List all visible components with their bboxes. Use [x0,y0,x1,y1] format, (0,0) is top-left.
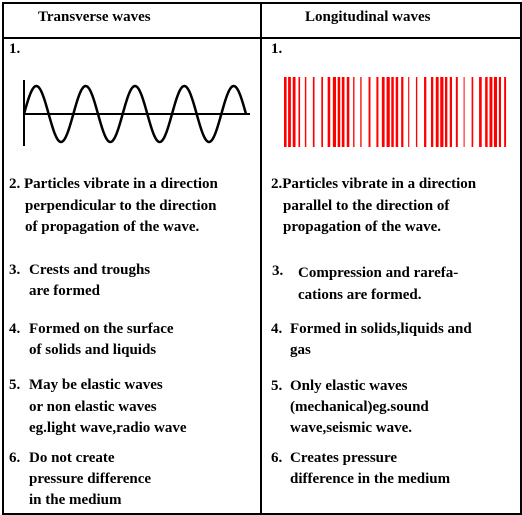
compression-bar [435,77,439,147]
transverse-point-2-line-3: of propagation of the wave. [25,219,200,235]
compression-bar [386,77,390,147]
transverse-point-5-number: 5. [9,377,21,393]
compression-bar [391,77,394,147]
compression-bar [284,77,287,147]
compression-bar [479,77,482,147]
transverse-point-3-number: 3. [9,262,21,278]
transverse-point-5-line-1: May be elastic waves [29,377,163,393]
transverse-point-4-number: 4. [9,321,21,337]
transverse-point-4-line-2: of solids and liquids [29,342,157,358]
compression-bar [401,77,404,147]
compression-bar [346,77,350,147]
compression-bar [288,77,291,147]
transverse-point-4-line-1: Formed on the surface [29,321,174,337]
longitudinal-point-6-line-1: Creates pressure [290,450,398,466]
compression-bar [424,77,427,147]
compression-bar [485,77,488,147]
longitudinal-wave-diagram [284,77,507,147]
compression-bar [376,77,379,147]
header-longitudinal: Longitudinal waves [305,9,431,25]
compression-bar [415,77,418,147]
transverse-point-2-line-2: perpendicular to the direction [25,198,217,214]
compression-bar [489,77,493,147]
transverse-point-3-line-2: are formed [29,283,100,299]
transverse-point-3-line-1: Crests and troughs [29,262,151,278]
transverse-point-6-line-1: Do not create [29,450,115,466]
compression-bar [337,77,341,147]
compression-bar [368,77,371,147]
transverse-point-6-line-3: in the medium [29,492,122,508]
compression-bar [332,77,337,147]
sine-wave [22,84,248,144]
longitudinal-point-3-line-2: cations are formed. [298,287,422,303]
compression-bar [298,77,301,147]
longitudinal-point-5-line-2: (mechanical)eg.sound [290,399,429,415]
compression-bar [292,77,296,147]
longitudinal-point-6-number: 6. [271,450,283,466]
header-transverse: Transverse waves [38,9,151,25]
compression-bar [449,77,452,147]
transverse-point-1-number: 1. [9,41,21,57]
transverse-point-6-line-2: pressure difference [29,471,152,487]
longitudinal-point-5-line-3: wave,seismic wave. [290,420,413,436]
longitudinal-point-5-number: 5. [271,378,283,394]
compression-bar [463,77,465,147]
transverse-point-6-number: 6. [9,450,21,466]
compression-bar [408,77,410,147]
longitudinal-point-4-number: 4. [271,321,283,337]
longitudinal-point-6-line-2: difference in the medium [290,471,451,487]
longitudinal-point-4-line-1: Formed in solids,liquids and [290,321,472,337]
compression-bar [312,77,315,147]
longitudinal-point-3-number: 3. [272,263,284,279]
column-divider [260,4,262,513]
compression-bar [430,77,434,147]
compression-bar [493,77,497,147]
longitudinal-point-3-line-1: Compression and rarefa- [298,265,459,281]
longitudinal-point-2-line-1: 2.Particles vibrate in a direction [271,176,477,192]
transverse-point-5-line-2: or non elastic waves [29,399,157,415]
transverse-wave-diagram [22,80,250,146]
compression-bar [395,77,399,147]
longitudinal-point-2-line-2: parallel to the direction of [283,198,450,214]
compression-bar [498,77,502,147]
transverse-point-5-line-3: eg.light wave,radio wave [29,420,187,436]
compression-bar [504,77,507,147]
compression-bar [445,77,448,147]
compression-bar [471,77,474,147]
compression-bar [381,77,385,147]
compression-bar [304,77,307,147]
compression-bar [440,77,444,147]
compression-bar [455,77,458,147]
compression-bar [341,77,345,147]
longitudinal-point-4-line-2: gas [290,342,311,358]
compression-bar [353,77,355,147]
transverse-point-2-line-1: 2. Particles vibrate in a direction [9,176,218,192]
header-divider [4,37,520,39]
longitudinal-point-1-number: 1. [271,41,283,57]
longitudinal-point-2-line-3: propagation of the wave. [283,219,442,235]
compression-bar [327,77,331,147]
longitudinal-point-5-line-1: Only elastic waves [290,378,408,394]
compression-bar [321,77,323,147]
compression-bar [360,77,362,147]
